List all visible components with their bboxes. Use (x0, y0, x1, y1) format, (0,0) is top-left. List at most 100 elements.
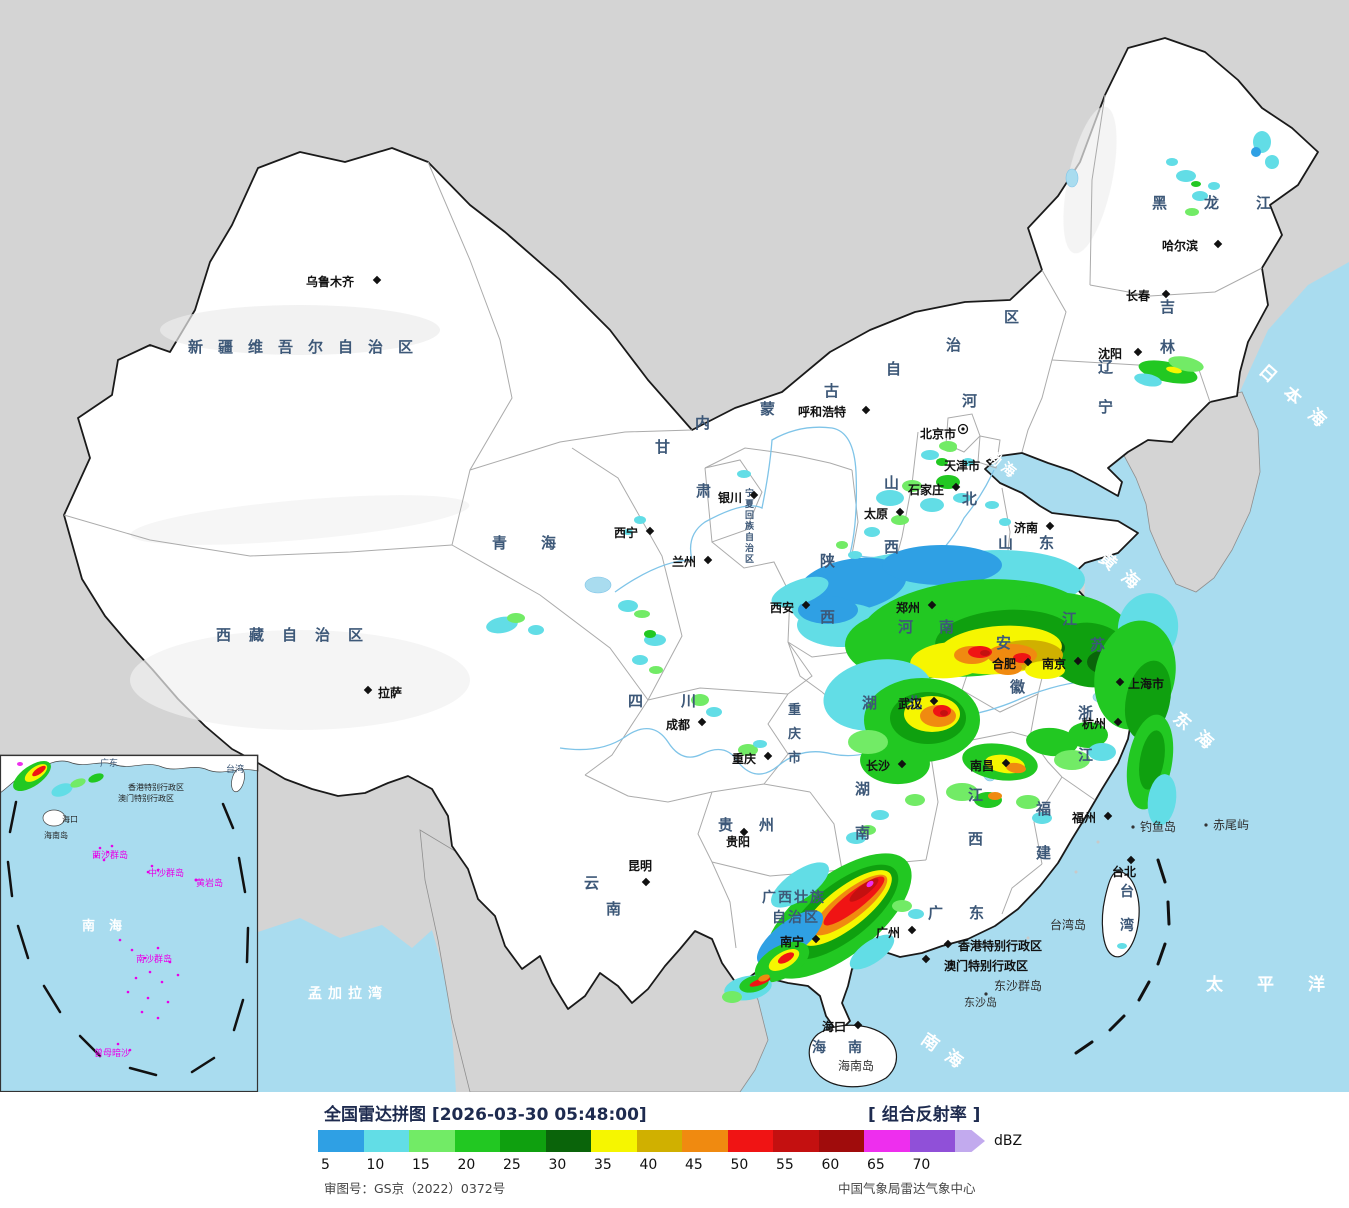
legend-unit: dBZ (994, 1133, 1023, 1149)
legend-cell-55 (773, 1130, 819, 1152)
province-label: 西 (968, 830, 983, 848)
city-marker (739, 827, 749, 837)
city-label: 澳门特别行政区 (944, 958, 1028, 973)
province-label: 新疆维吾尔自治区 (188, 338, 428, 356)
sea-label: 孟加拉湾 (308, 985, 388, 1002)
city-marker (763, 751, 773, 761)
inset-label: 海口 (62, 814, 78, 824)
inset-border (0, 754, 259, 1093)
legend-value-60: 60 (821, 1157, 840, 1173)
sea-label: 太平洋 (1206, 974, 1349, 995)
city-marker (1073, 656, 1083, 666)
island-label: 海南岛 (838, 1058, 874, 1073)
inset-map: 广东台湾香港特别行政区澳门特别行政区海口海南岛西沙群岛中沙群岛黄岩岛南海南沙群岛… (0, 754, 259, 1093)
city-marker (1045, 521, 1055, 531)
city-label: 太原 (864, 506, 888, 521)
legend-value-45: 45 (685, 1157, 703, 1173)
city-marker (363, 685, 373, 695)
inset-island-dots (94, 844, 198, 1052)
city-label: 呼和浩特 (798, 404, 846, 419)
province-label: 贵州 (718, 816, 800, 834)
city-label: 海口 (822, 1019, 846, 1034)
city-label: 香港特别行政区 (957, 938, 1042, 953)
city-marker (703, 555, 713, 565)
legend-area: 全国雷达拼图 [2026-03-30 05:48:00] [ 组合反射率 ] d… (0, 1092, 1349, 1208)
inset-label: 西沙群岛 (92, 849, 128, 861)
province-label: 甘 (655, 438, 670, 456)
province-label: 江 (1078, 746, 1093, 764)
city-label: 济南 (1014, 520, 1038, 535)
legend-cell-35 (591, 1130, 637, 1152)
island-dot (1204, 823, 1208, 827)
city-marker (897, 759, 907, 769)
province-label: 林 (1160, 338, 1176, 356)
inset-label: 香港特别行政区 (128, 782, 184, 792)
province-label: 江 (1062, 610, 1077, 628)
legend-overflow-arrow (955, 1130, 985, 1152)
city-marker (921, 954, 931, 964)
city-marker (641, 877, 651, 887)
city-marker (697, 717, 707, 727)
city-marker (372, 275, 382, 285)
inset-label: 南海 (82, 918, 136, 934)
province-label: 西藏自治区 (216, 626, 381, 644)
city-marker (907, 925, 917, 935)
legend-cell-40 (636, 1130, 682, 1152)
legend-cell-60 (818, 1130, 864, 1152)
legend-cell-5 (318, 1130, 364, 1152)
city-label: 上海市 (1128, 676, 1164, 691)
inset-label: 澳门特别行政区 (118, 793, 174, 803)
city-label: 南宁 (780, 934, 804, 949)
province-label: 内 (695, 414, 710, 432)
province-label: 蒙 (760, 400, 775, 418)
city-label: 哈尔滨 (1162, 238, 1198, 253)
city-label: 乌鲁木齐 (306, 274, 355, 289)
city-marker (861, 405, 871, 415)
inset-label: 中沙群岛 (148, 867, 184, 879)
legend-value-65: 65 (867, 1157, 885, 1173)
city-marker (749, 490, 759, 500)
province-label: 山 (884, 474, 899, 492)
province-label: 自 (886, 360, 901, 378)
province-label: 河 (962, 392, 977, 410)
city-marker (951, 482, 961, 492)
city-label: 合肥 (992, 656, 1016, 671)
inset-label: 海南岛 (44, 830, 68, 840)
province-label: 夏 (744, 499, 755, 510)
province-label: 族 (745, 520, 755, 532)
product-type: [ 组合反射率 ] (868, 1105, 981, 1125)
province-label: 区 (745, 554, 754, 565)
province-label: 广东 (928, 904, 1010, 922)
city-label: 西宁 (614, 525, 638, 540)
inset-label: 台湾 (226, 763, 244, 775)
city-label: 拉萨 (378, 685, 402, 700)
legend-value-30: 30 (548, 1157, 567, 1173)
province-label: 南 (606, 900, 621, 918)
sea-bay-of-bengal (258, 918, 456, 1092)
province-label: 治 (745, 542, 754, 554)
city-label: 昆明 (628, 859, 652, 873)
province-label: 治 (946, 336, 961, 354)
island-taiwan (1101, 870, 1140, 958)
province-label: 陕 (820, 552, 835, 570)
city-marker (985, 456, 995, 466)
island-label: 东沙岛 (964, 995, 997, 1009)
legend-value-5: 5 (321, 1157, 330, 1173)
island-label: 赤尾屿 (1213, 818, 1249, 832)
city-marker (929, 696, 939, 706)
legend-cell-50 (727, 1130, 773, 1152)
city-label: 石家庄 (907, 482, 944, 497)
city-label: 重庆 (732, 751, 756, 766)
legend-value-15: 15 (412, 1157, 430, 1173)
legend-value-55: 55 (776, 1157, 794, 1173)
legend-cell-15 (409, 1130, 455, 1152)
map-review-number: 审图号：GS京（2022）0372号 (324, 1181, 506, 1196)
island-dot (984, 992, 988, 996)
province-label: 吉 (1160, 298, 1175, 316)
province-label: 宁 (1098, 398, 1113, 416)
city-marker (1001, 758, 1011, 768)
province-label: 自 (745, 531, 754, 543)
inset-label: 广东 (100, 757, 118, 769)
province-label: 海南 (812, 1039, 884, 1056)
province-label: 山东 (998, 534, 1080, 552)
